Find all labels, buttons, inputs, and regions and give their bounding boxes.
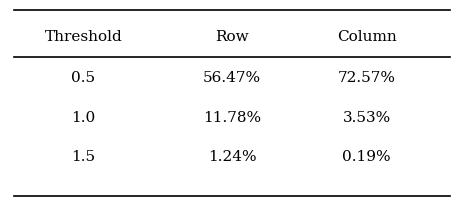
Text: 1.0: 1.0 xyxy=(71,111,95,125)
Text: 1.24%: 1.24% xyxy=(207,150,256,164)
Text: Row: Row xyxy=(215,30,248,44)
Text: 56.47%: 56.47% xyxy=(202,72,261,85)
Text: 72.57%: 72.57% xyxy=(337,72,394,85)
Text: 0.19%: 0.19% xyxy=(342,150,390,164)
Text: Threshold: Threshold xyxy=(44,30,122,44)
Text: Column: Column xyxy=(336,30,395,44)
Text: 3.53%: 3.53% xyxy=(342,111,390,125)
Text: 1.5: 1.5 xyxy=(71,150,95,164)
Text: 0.5: 0.5 xyxy=(71,72,95,85)
Text: 11.78%: 11.78% xyxy=(202,111,261,125)
